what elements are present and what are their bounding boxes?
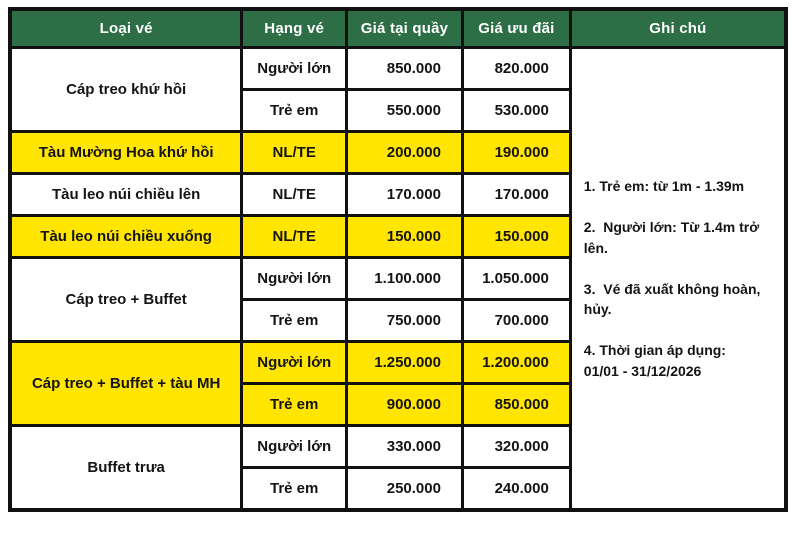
note-item-4: 4. Thời gian áp dụng: 01/01 - 31/12/2026 bbox=[583, 342, 726, 379]
table-row-tau-leo-nui-xuong: Tàu leo núi chiều xuống NL/TE 150.000 15… bbox=[8, 214, 786, 259]
promo-price-cell: 820.000 bbox=[460, 46, 572, 91]
table-row-buffet-trua-adult: Buffet trưa Người lớn 330.000 320.000 bbox=[8, 424, 786, 512]
counter-price-cell: 750.000 bbox=[345, 298, 464, 343]
table-row-cap-treo-buffet-child: Trẻ em 750.000 700.000 bbox=[10, 298, 786, 343]
counter-price-cell: 900.000 bbox=[345, 382, 464, 427]
counter-price-cell: 1.100.000 bbox=[345, 256, 464, 301]
counter-price-cell: 170.000 bbox=[345, 172, 464, 217]
ticket-class-cell: Người lớn bbox=[240, 256, 349, 301]
promo-price-cell: 1.200.000 bbox=[460, 340, 572, 385]
table-row-tau-muong-hoa: Tàu Mường Hoa khứ hồi NL/TE 200.000 190.… bbox=[8, 130, 786, 175]
ticket-type-cell: Cáp treo + Buffet bbox=[8, 256, 244, 343]
promo-price-cell: 320.000 bbox=[460, 424, 572, 469]
header-ticket-class: Hạng vé bbox=[240, 7, 349, 49]
ticket-class-cell: Người lớn bbox=[240, 340, 349, 385]
table-row-cap-treo-buffet-tau-mh-adult: Cáp treo + Buffet + tàu MH Người lớn 1.2… bbox=[8, 340, 786, 427]
promo-price-cell: 1.050.000 bbox=[460, 256, 572, 301]
ticket-type-cell: Tàu leo núi chiều xuống bbox=[8, 214, 244, 259]
ticket-type-cell: Cáp treo + Buffet + tàu MH bbox=[8, 340, 244, 427]
note-item-3: 3. Vé đã xuất không hoàn, hủy. bbox=[583, 280, 765, 318]
note-item-1: 1. Trẻ em: từ 1m - 1.39m bbox=[583, 177, 745, 194]
ticket-class-cell: Trẻ em bbox=[240, 88, 349, 133]
counter-price-cell: 850.000 bbox=[345, 46, 464, 91]
table-row-buffet-trua-child: Trẻ em 250.000 240.000 bbox=[10, 466, 786, 512]
table-row-cap-treo-khu-hoi-child: Trẻ em 550.000 530.000 bbox=[10, 88, 786, 133]
header-notes: Ghi chú bbox=[568, 7, 788, 49]
promo-price-cell: 700.000 bbox=[460, 298, 572, 343]
ticket-class-cell: NL/TE bbox=[240, 172, 349, 217]
ticket-class-cell: NL/TE bbox=[240, 130, 349, 175]
counter-price-cell: 200.000 bbox=[345, 130, 464, 175]
counter-price-cell: 550.000 bbox=[345, 88, 464, 133]
counter-price-cell: 150.000 bbox=[345, 214, 464, 259]
notes-cell: 1. Trẻ em: từ 1m - 1.39m 2. Người lớn: T… bbox=[568, 46, 788, 512]
ticket-class-cell: Trẻ em bbox=[240, 382, 349, 427]
promo-price-cell: 530.000 bbox=[460, 88, 572, 133]
counter-price-cell: 1.250.000 bbox=[345, 340, 464, 385]
header-ticket-type: Loại vé bbox=[8, 7, 244, 49]
ticket-class-cell: Trẻ em bbox=[240, 466, 349, 512]
header-counter-price: Giá tại quầy bbox=[345, 7, 464, 49]
ticket-class-cell: NL/TE bbox=[240, 214, 349, 259]
counter-price-cell: 250.000 bbox=[345, 466, 464, 512]
ticket-class-cell: Người lớn bbox=[240, 424, 349, 469]
promo-price-cell: 850.000 bbox=[460, 382, 572, 427]
note-item-2: 2. Người lớn: Từ 1.4m trở lên. bbox=[583, 219, 764, 256]
counter-price-cell: 330.000 bbox=[345, 424, 464, 469]
table-row-cap-treo-khu-hoi-adult: Cáp treo khứ hồi Người lớn 850.000 820.0… bbox=[8, 46, 788, 512]
table-row-cap-treo-buffet-tau-mh-child: Trẻ em 900.000 850.000 bbox=[10, 382, 786, 427]
promo-price-cell: 190.000 bbox=[460, 130, 572, 175]
ticket-class-cell: Trẻ em bbox=[240, 298, 349, 343]
promo-price-cell: 150.000 bbox=[460, 214, 572, 259]
ticket-type-cell: Tàu Mường Hoa khứ hồi bbox=[8, 130, 244, 175]
ticket-type-cell: Tàu leo núi chiều lên bbox=[8, 172, 244, 217]
header-promo-price: Giá ưu đãi bbox=[460, 7, 572, 49]
table-row-tau-leo-nui-len: Tàu leo núi chiều lên NL/TE 170.000 170.… bbox=[8, 172, 786, 217]
table-row-cap-treo-buffet-adult: Cáp treo + Buffet Người lớn 1.100.000 1.… bbox=[8, 256, 786, 343]
ticket-class-cell: Người lớn bbox=[240, 46, 349, 91]
promo-price-cell: 170.000 bbox=[460, 172, 572, 217]
ticket-type-cell: Cáp treo khứ hồi bbox=[8, 46, 244, 133]
price-table: Loại vé Hạng vé Giá tại quầy Giá ưu đãi … bbox=[8, 7, 788, 512]
promo-price-cell: 240.000 bbox=[460, 466, 572, 512]
ticket-type-cell: Buffet trưa bbox=[8, 424, 244, 512]
header-row: Loại vé Hạng vé Giá tại quầy Giá ưu đãi … bbox=[8, 7, 788, 49]
